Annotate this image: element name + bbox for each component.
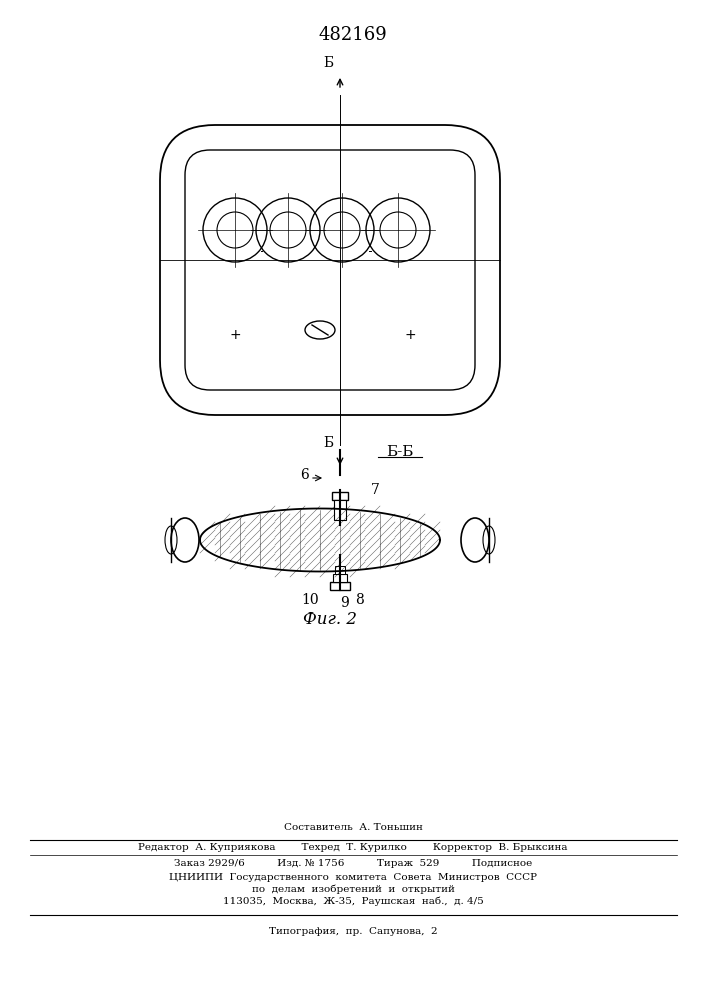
Text: 8: 8	[356, 593, 364, 607]
Text: Составитель  А. Тоньшин: Составитель А. Тоньшин	[284, 824, 423, 832]
Text: +: +	[404, 328, 416, 342]
Text: Типография,  пр.  Сапунова,  2: Типография, пр. Сапунова, 2	[269, 926, 438, 936]
Bar	[330, 582, 350, 590]
Text: 7: 7	[370, 483, 380, 497]
Text: 6: 6	[300, 468, 310, 482]
Text: 113035,  Москва,  Ж-35,  Раушская  наб.,  д. 4/5: 113035, Москва, Ж-35, Раушская наб., д. …	[223, 896, 484, 906]
Text: 482169: 482169	[319, 26, 387, 44]
Text: Б: Б	[323, 436, 333, 450]
Bar	[335, 566, 345, 574]
Text: Б-Б: Б-Б	[386, 445, 414, 459]
Text: 10: 10	[301, 593, 319, 607]
Text: Фиг. 2: Фиг. 2	[303, 611, 357, 629]
Text: +: +	[229, 328, 241, 342]
Bar	[334, 500, 346, 520]
Bar	[333, 574, 347, 582]
Bar	[332, 492, 348, 500]
Text: Заказ 2929/6          Изд. № 1756          Тираж  529          Подписное: Заказ 2929/6 Изд. № 1756 Тираж 529 Подпи…	[174, 858, 532, 867]
Text: Редактор  А. Куприякова        Техред  Т. Курилко        Корректор  В. Брыксина: Редактор А. Куприякова Техред Т. Курилко…	[139, 842, 568, 852]
Text: ЦНИИПИ  Государственного  комитета  Совета  Министров  СССР: ЦНИИПИ Государственного комитета Совета …	[169, 872, 537, 882]
Text: по  делам  изобретений  и  открытий: по делам изобретений и открытий	[252, 884, 455, 894]
Text: 9: 9	[341, 596, 349, 610]
Text: Б: Б	[323, 56, 333, 70]
